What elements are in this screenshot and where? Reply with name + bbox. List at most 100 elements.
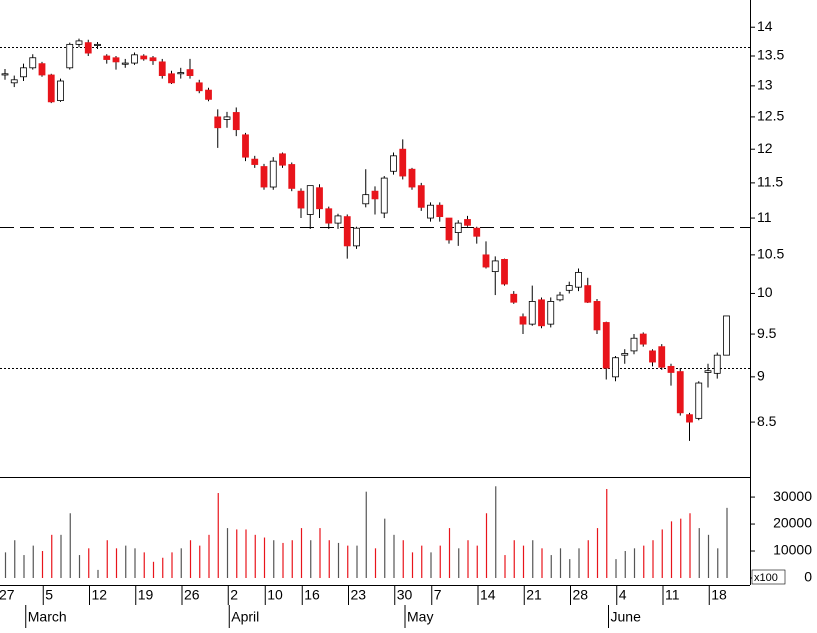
y-tick-label: 13.5 (757, 47, 784, 63)
candle-body (408, 168, 416, 188)
candle-body (639, 333, 647, 345)
candle-body (556, 294, 564, 301)
candle-body (436, 204, 444, 218)
candle-body (704, 370, 712, 373)
candle-body (205, 89, 212, 100)
x-tick-label: 14 (480, 587, 496, 603)
candle-body (10, 79, 18, 84)
candle-body (251, 158, 259, 165)
candle-body (649, 350, 656, 363)
candle-body (177, 72, 185, 75)
y-tick-label: 9 (757, 368, 765, 384)
candle-body (575, 271, 582, 288)
candle-body (676, 371, 684, 414)
candle-body (158, 61, 166, 76)
candle-body (214, 116, 222, 129)
candle-body (723, 315, 730, 356)
candle-body (186, 69, 194, 76)
candle-body (380, 177, 388, 214)
x-tick-label: 21 (526, 587, 542, 603)
x-tick-label: 4 (619, 587, 627, 603)
candle-body (519, 316, 527, 325)
x-tick-label: 10 (267, 587, 283, 603)
y-tick-label: 11.5 (757, 174, 783, 190)
candle-body (399, 148, 407, 177)
candle-body (288, 164, 296, 189)
candle-body (38, 63, 46, 76)
candle-body (417, 185, 425, 208)
month-label: May (407, 609, 433, 625)
x-tick-label: 7 (434, 587, 442, 603)
candle-body (47, 74, 55, 103)
candle-body (602, 322, 610, 369)
candle-body (279, 153, 286, 166)
y-tick-label: 10 (757, 284, 773, 300)
candle-body (713, 354, 721, 374)
candle-body (427, 204, 434, 219)
candle-body (84, 42, 92, 54)
candle-body (547, 301, 555, 325)
candle-body (140, 55, 148, 60)
candle-body (362, 194, 370, 205)
candle-body (223, 116, 231, 120)
candle-body (464, 219, 471, 226)
candle-body (343, 216, 351, 247)
candle-body (103, 55, 111, 60)
candle-body (121, 62, 129, 65)
candle-body (149, 57, 157, 62)
y-tick-label: 13 (757, 77, 773, 93)
candle-body (94, 43, 101, 46)
candle-body (528, 301, 536, 325)
candle-body (482, 254, 490, 268)
y-tick-label: 11 (757, 209, 772, 225)
candle-body (612, 357, 619, 378)
candle-body (242, 134, 249, 158)
candle-body (445, 217, 453, 241)
y-tick-label: 0 (804, 569, 812, 585)
y-tick-label: 9.5 (757, 325, 777, 341)
candle-body (29, 57, 37, 69)
candle-body (1, 73, 9, 76)
candle-body (353, 227, 360, 247)
candle-body (501, 258, 508, 285)
x-tick-label: 16 (304, 587, 320, 603)
candle-body (454, 222, 462, 233)
y-tick-label: 8.5 (757, 413, 777, 429)
y-tick-label: 12 (757, 140, 773, 156)
x-tick-label: 18 (711, 587, 727, 603)
candle-body (473, 227, 481, 237)
candle-body (695, 382, 703, 419)
candle-body (593, 301, 601, 331)
candle-body (112, 57, 120, 63)
candle-body (667, 365, 675, 373)
candle-body (334, 215, 342, 224)
candle-body (325, 208, 333, 224)
x-tick-label: 27 (0, 587, 15, 603)
unit-box (751, 569, 786, 585)
candle-body (306, 185, 314, 215)
x-tick-label: 2 (230, 587, 238, 603)
month-label: March (28, 609, 67, 625)
candle-body (658, 346, 666, 368)
candle-body (565, 285, 573, 291)
candle-body (232, 112, 240, 131)
month-label: June (611, 609, 642, 625)
candle-body (131, 54, 138, 64)
x-tick-label: 19 (138, 587, 154, 603)
y-tick-label: 10.5 (757, 246, 784, 262)
candle-body (621, 353, 629, 356)
candle-body (297, 190, 305, 209)
candle-body (195, 82, 203, 92)
x-tick-label: 28 (573, 587, 589, 603)
y-tick-label: 14 (757, 18, 773, 34)
x-tick-label: 26 (184, 587, 200, 603)
x-tick-label: 23 (351, 587, 367, 603)
candle-body (584, 285, 592, 303)
y-tick-label: 12.5 (757, 108, 784, 124)
candle-body (269, 160, 277, 188)
candle-body (371, 190, 379, 200)
candle-body (75, 40, 83, 45)
y-tick-label: 20000 (773, 515, 812, 531)
unit-label: x100 (754, 572, 778, 584)
